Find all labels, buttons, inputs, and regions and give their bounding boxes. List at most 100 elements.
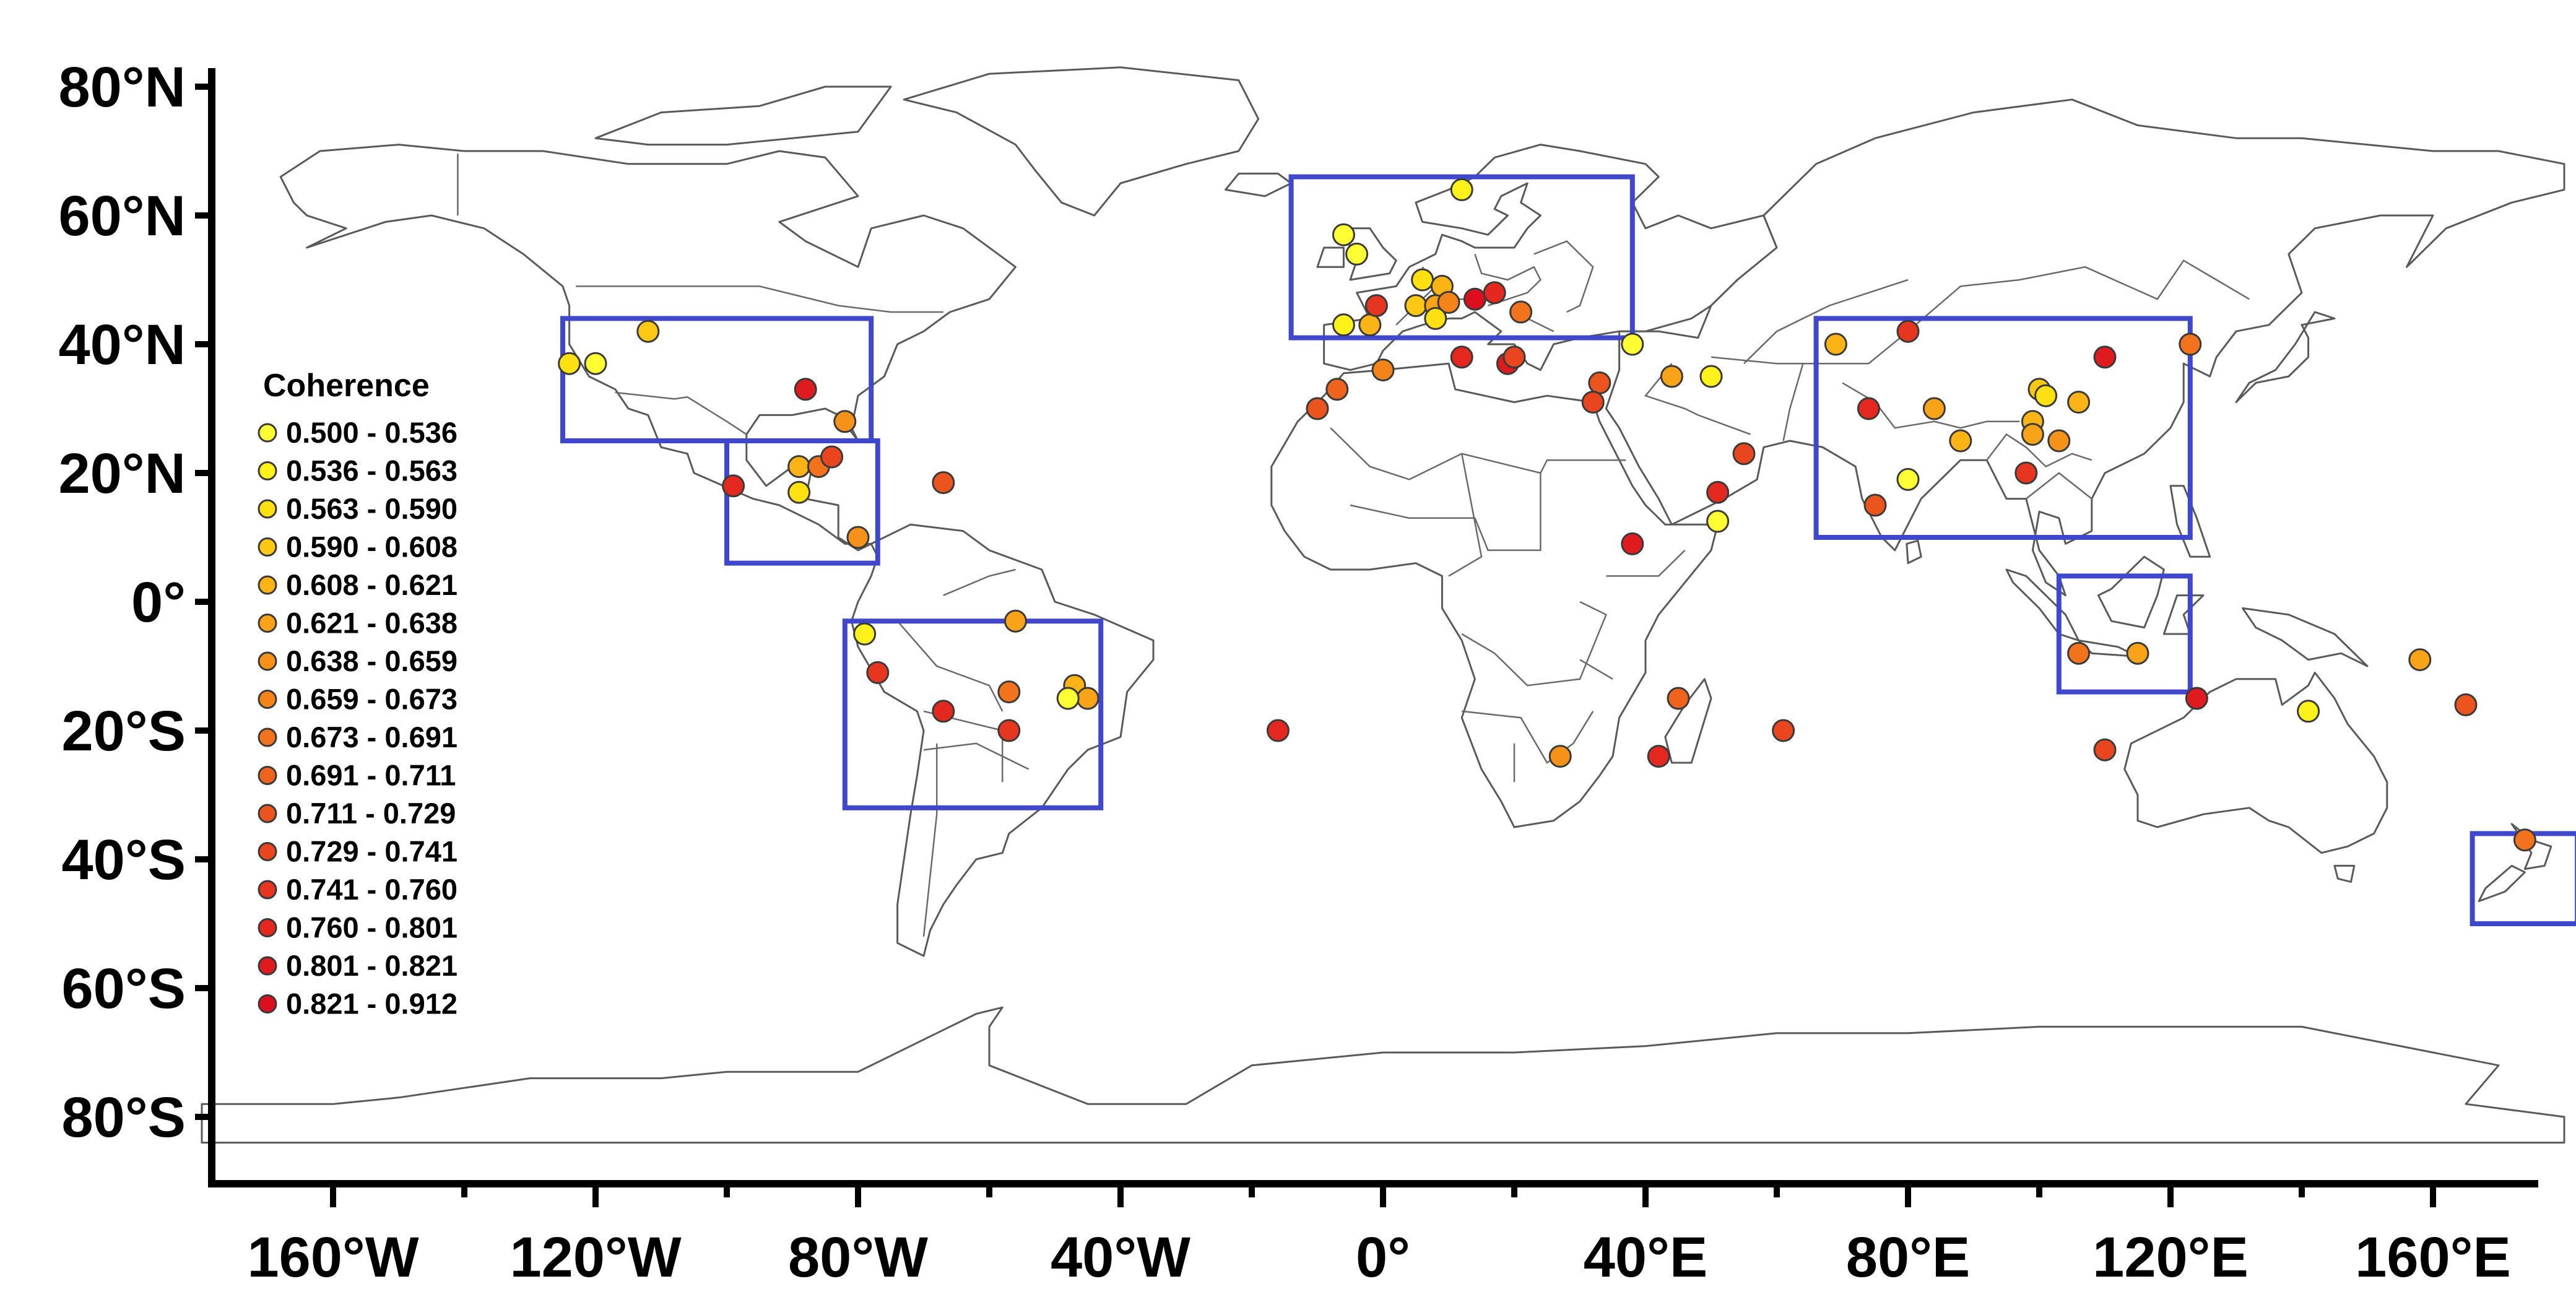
station-point <box>794 378 817 401</box>
station-point <box>2047 429 2071 453</box>
station-point <box>1732 442 1756 466</box>
region-box-maritime-continent <box>2056 573 2193 695</box>
station-points <box>558 178 2536 852</box>
legend-label: 0.536 - 0.563 <box>286 454 458 487</box>
x-tick-label: 40°W <box>1051 1226 1190 1289</box>
land-greenland <box>904 67 1258 215</box>
y-tick: 80°N <box>58 56 215 119</box>
station-point <box>1463 287 1486 311</box>
land-canadian-archipelago <box>596 87 891 145</box>
border-usa-mexico <box>615 393 747 435</box>
x-tick-label: 160°E <box>2355 1226 2511 1289</box>
legend-item: 0.741 - 0.760 <box>258 873 458 906</box>
station-point <box>1424 306 1447 330</box>
legend-label: 0.638 - 0.659 <box>286 644 458 677</box>
y-tick-label: 0° <box>131 571 186 634</box>
legend-item: 0.536 - 0.563 <box>258 454 458 487</box>
legend-label: 0.821 - 0.912 <box>286 987 458 1020</box>
y-tick: 60°S <box>62 957 215 1020</box>
legend-label: 0.801 - 0.821 <box>286 949 458 982</box>
legend-swatch <box>258 804 277 823</box>
land-iceland <box>1226 173 1291 196</box>
station-point <box>1706 480 1730 504</box>
station-point <box>1371 358 1395 382</box>
x-tick-label: 120°W <box>510 1226 681 1289</box>
legend-swatch <box>258 766 277 785</box>
station-point <box>1706 510 1730 533</box>
legend-label: 0.691 - 0.711 <box>286 759 456 792</box>
x-tick: 80°W <box>788 1184 928 1289</box>
station-point <box>1332 223 1355 246</box>
station-point <box>1325 378 1349 401</box>
legend-label: 0.500 - 0.536 <box>286 416 458 449</box>
station-point <box>1483 281 1506 305</box>
x-tick: 120°E <box>2092 1184 2249 1289</box>
legend-swatch <box>258 614 277 633</box>
y-tick-label: 40°N <box>58 313 186 376</box>
legend-label: 0.711 - 0.729 <box>286 797 456 830</box>
y-tick: 40°S <box>62 828 215 892</box>
y-axis-ticks: 80°N 60°N 40°N 20°N 0° 20°S 40°S 60°S 80°S <box>58 56 215 1149</box>
y-tick: 20°S <box>62 700 215 763</box>
station-point <box>2408 648 2432 672</box>
station-point <box>932 700 955 723</box>
station-point <box>1772 719 1795 742</box>
legend-swatch <box>258 956 277 976</box>
legend-item: 0.691 - 0.711 <box>258 759 456 792</box>
region-box-asia <box>1813 316 2193 540</box>
station-point <box>1863 493 1887 517</box>
station-point <box>1450 178 1473 201</box>
x-tick: 40°E <box>1584 1184 1707 1289</box>
y-tick-label: 60°S <box>62 957 186 1020</box>
station-point <box>2014 461 2038 485</box>
station-point <box>2185 687 2208 710</box>
legend-label: 0.621 - 0.638 <box>286 607 458 640</box>
x-tick: 160°E <box>2355 1184 2511 1289</box>
legend-item: 0.821 - 0.912 <box>258 987 458 1020</box>
y-tick-label: 20°N <box>58 442 186 505</box>
station-point <box>2297 700 2320 723</box>
station-point <box>833 410 857 433</box>
station-point <box>2021 423 2044 446</box>
station-point <box>1922 397 1946 420</box>
legend-swatch <box>258 499 277 519</box>
station-point <box>787 455 811 479</box>
land-japan <box>2236 312 2335 402</box>
station-point <box>1509 300 1533 324</box>
station-point <box>2093 345 2117 369</box>
legend-label: 0.760 - 0.801 <box>286 911 458 944</box>
land-sumatra <box>2006 570 2079 640</box>
station-point <box>1667 687 1690 710</box>
station-point <box>558 352 581 375</box>
legend-swatch <box>258 842 277 861</box>
station-point <box>997 719 1021 742</box>
station-point <box>636 319 660 343</box>
x-tick: 0° <box>1356 1184 1410 1289</box>
legend-item: 0.801 - 0.821 <box>258 949 458 982</box>
station-point <box>722 474 745 498</box>
station-point <box>2093 738 2117 762</box>
borders-asia <box>1646 261 2249 499</box>
x-tick: 40°W <box>1051 1184 1190 1289</box>
legend-item: 0.608 - 0.621 <box>258 568 458 601</box>
legend-swatch <box>258 918 277 937</box>
legend-item: 0.659 - 0.673 <box>258 683 458 716</box>
station-point <box>1621 532 1644 555</box>
station-point <box>1411 268 1434 292</box>
legend-item: 0.673 - 0.691 <box>258 721 458 753</box>
x-axis-ticks: 160°W 120°W 80°W 40°W 0° 40°E 80°E 120°E 160°E <box>247 1184 2511 1289</box>
station-point <box>2454 693 2478 716</box>
y-tick: 0° <box>131 571 215 634</box>
station-point <box>1503 345 1526 369</box>
region-box-europe <box>1288 174 1635 341</box>
x-tick-label: 120°E <box>2092 1226 2249 1289</box>
station-point <box>1076 687 1099 710</box>
station-point <box>1306 397 1329 420</box>
station-point <box>1824 332 1847 356</box>
land-africa <box>1272 363 1718 827</box>
station-point <box>584 352 607 375</box>
station-point <box>932 471 955 495</box>
region-box-north-america <box>560 316 874 444</box>
station-point <box>866 661 890 684</box>
x-tick: 120°W <box>510 1184 682 1289</box>
